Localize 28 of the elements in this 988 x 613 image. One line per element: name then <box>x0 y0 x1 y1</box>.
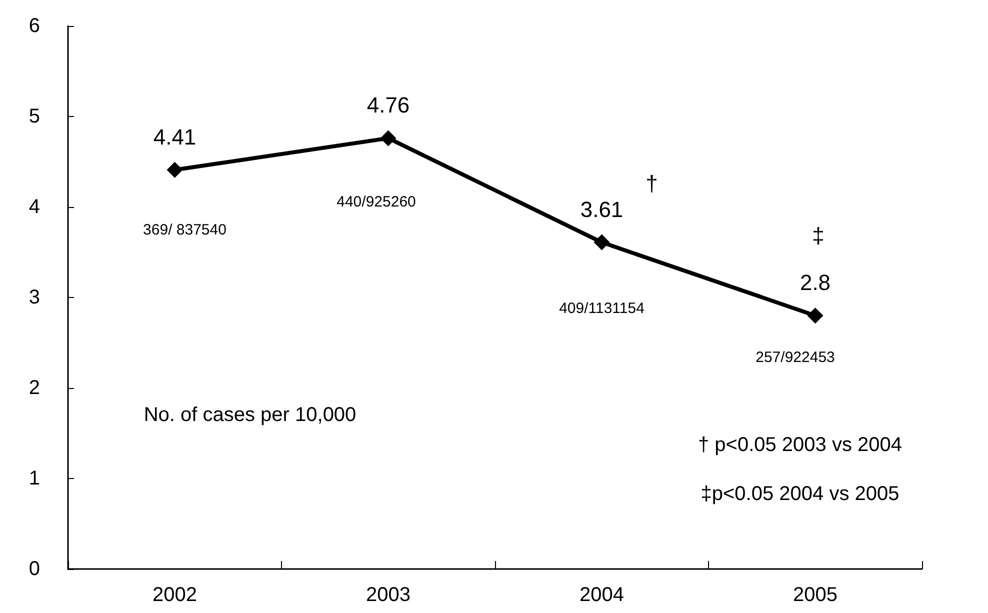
annotation: No. of cases per 10,000 <box>144 404 356 426</box>
point <box>166 162 183 178</box>
annotation: † <box>646 170 658 196</box>
annotation: ‡p<0.05 2004 vs 2005 <box>700 483 900 505</box>
y-tick-label: 0 <box>28 558 40 580</box>
y-tick-label: 5 <box>28 106 40 128</box>
y-tick-label: 4 <box>28 196 40 218</box>
annotation: ‡ <box>812 223 824 248</box>
x-tick-label: 2003 <box>366 584 410 606</box>
annotation: † p<0.05 2003 vs 2004 <box>698 434 902 456</box>
y-tick-label: 1 <box>28 468 40 490</box>
point <box>807 308 824 324</box>
x-tick-label: 2004 <box>580 584 624 606</box>
point <box>380 130 396 146</box>
data-label: 4.41 <box>153 124 196 150</box>
x-tick-label: 2005 <box>793 584 838 606</box>
x-tick-label: 2002 <box>152 584 197 606</box>
annotation: 369/ 837540 <box>143 221 226 238</box>
annotation: 409/1131154 <box>559 300 644 317</box>
data-label: 3.61 <box>580 196 624 222</box>
annotation: 257/922453 <box>756 349 835 366</box>
y-tick-label: 2 <box>28 377 40 399</box>
y-tick-label: 3 <box>28 286 40 308</box>
y-tick-label: 6 <box>28 15 40 37</box>
annotation: 440/925260 <box>336 194 416 211</box>
data-label: 2.8 <box>800 270 831 296</box>
point <box>594 234 610 250</box>
data-label: 4.76 <box>366 92 410 118</box>
